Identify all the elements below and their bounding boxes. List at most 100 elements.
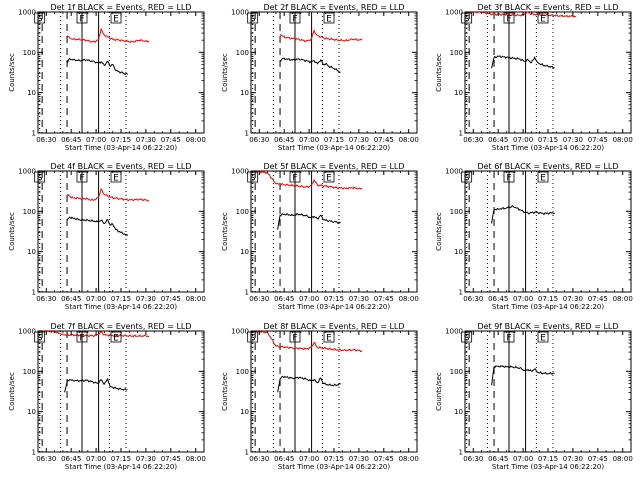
- y-tick-label: 1: [32, 449, 36, 457]
- x-axis-label: Start Time (03-Apr-14 06:22:20): [278, 144, 390, 152]
- x-tick-label: 08:00: [186, 295, 206, 303]
- start-marker-box: [461, 171, 473, 183]
- x-tick-label: 07:00: [299, 136, 319, 144]
- y-tick-label: 1: [245, 130, 249, 138]
- x-tick-label: 07:15: [324, 455, 344, 463]
- y-axis-label: Counts/sec: [221, 372, 229, 411]
- x-axis-label: Start Time (03-Apr-14 06:22:20): [278, 303, 390, 311]
- flare-marker-box: [503, 12, 515, 24]
- flare-marker-box: [503, 331, 515, 343]
- flare-marker-box: [289, 331, 301, 343]
- x-tick-label: 06:30: [463, 136, 483, 144]
- events-series-line: [491, 55, 555, 69]
- panel-title: Det 3f BLACK = Events, RED = LLD: [477, 3, 618, 12]
- x-tick-label: 06:45: [274, 295, 294, 303]
- y-tick-label: 1000: [445, 328, 463, 336]
- x-axis-label: Start Time (03-Apr-14 06:22:20): [278, 463, 390, 471]
- events-series-line: [277, 375, 341, 393]
- x-tick-label: 07:00: [513, 136, 533, 144]
- flare-marker-label: F: [506, 334, 511, 344]
- plot-frame: [464, 330, 632, 453]
- end-marker-box: [537, 331, 549, 343]
- end-marker-box: [323, 12, 335, 24]
- panel-title: Det 6f BLACK = Events, RED = LLD: [477, 162, 618, 171]
- start-marker-label: S: [250, 334, 256, 344]
- lld-series-line: [252, 331, 363, 353]
- x-tick-label: 07:00: [299, 455, 319, 463]
- panel-9: Det 9f BLACK = Events, RED = LLD 1 10 100 10…: [435, 322, 633, 471]
- panel-title: Det 9f BLACK = Events, RED = LLD: [477, 322, 618, 331]
- y-tick-label: 1000: [231, 9, 249, 17]
- x-tick-label: 07:45: [588, 136, 608, 144]
- start-marker-box: [34, 171, 46, 183]
- start-marker-box: [461, 12, 473, 24]
- flare-marker-label: F: [79, 15, 84, 25]
- plot-frame: [464, 170, 632, 293]
- x-tick-label: 06:30: [36, 136, 56, 144]
- x-tick-label: 07:30: [349, 295, 369, 303]
- lld-series-line: [466, 12, 577, 18]
- panel-2: Det 2f BLACK = Events, RED = LLD 1 10 100 10…: [221, 3, 419, 152]
- start-marker-box: [247, 331, 259, 343]
- lld-series-line: [66, 27, 150, 44]
- x-tick-label: 06:45: [61, 136, 81, 144]
- x-tick-label: 08:00: [399, 136, 419, 144]
- events-series-line: [491, 205, 555, 224]
- y-tick-label: 1000: [231, 168, 249, 176]
- x-tick-label: 07:45: [588, 455, 608, 463]
- y-tick-label: 1: [459, 130, 463, 138]
- start-marker-label: S: [250, 15, 256, 25]
- lld-series-line: [39, 331, 150, 338]
- start-marker-label: S: [464, 15, 470, 25]
- start-marker-box: [461, 331, 473, 343]
- start-marker-box: [34, 331, 46, 343]
- y-tick-label: 100: [23, 49, 36, 57]
- flare-marker-label: F: [79, 174, 84, 184]
- plot-frame: [250, 170, 418, 293]
- x-tick-label: 07:00: [299, 295, 319, 303]
- flare-marker-label: F: [506, 174, 511, 184]
- y-tick-label: 100: [450, 368, 463, 376]
- end-marker-box: [110, 331, 122, 343]
- x-tick-label: 06:30: [249, 136, 269, 144]
- x-tick-label: 06:30: [36, 295, 56, 303]
- flare-marker-label: F: [506, 15, 511, 25]
- panel-8: Det 8f BLACK = Events, RED = LLD 1 10 100 10…: [221, 322, 419, 471]
- x-tick-label: 07:45: [161, 136, 181, 144]
- x-tick-label: 07:00: [513, 295, 533, 303]
- lld-series-line: [67, 187, 150, 202]
- x-axis-label: Start Time (03-Apr-14 06:22:20): [65, 144, 177, 152]
- end-marker-box: [537, 171, 549, 183]
- events-series-line: [64, 377, 128, 393]
- x-tick-label: 07:15: [538, 295, 558, 303]
- plot-frame: [37, 330, 205, 453]
- plot-data: [39, 12, 150, 133]
- plot-data: [39, 331, 150, 452]
- x-tick-label: 06:45: [488, 455, 508, 463]
- y-axis-label: Counts/sec: [8, 372, 16, 411]
- start-marker-label: S: [37, 174, 43, 184]
- start-marker-box: [247, 171, 259, 183]
- y-tick-label: 10: [454, 408, 463, 416]
- y-axis-label: Counts/sec: [435, 53, 443, 92]
- lld-series-line: [252, 171, 363, 190]
- y-tick-label: 1: [459, 449, 463, 457]
- x-tick-label: 07:15: [538, 136, 558, 144]
- events-series-line: [66, 57, 128, 76]
- start-marker-label: S: [464, 174, 470, 184]
- end-marker-box: [323, 171, 335, 183]
- y-tick-label: 10: [27, 248, 36, 256]
- x-tick-label: 06:30: [249, 295, 269, 303]
- x-axis-label: Start Time (03-Apr-14 06:22:20): [65, 303, 177, 311]
- x-tick-label: 06:45: [274, 455, 294, 463]
- x-tick-label: 07:30: [136, 136, 156, 144]
- x-tick-label: 06:45: [274, 136, 294, 144]
- y-tick-label: 10: [27, 408, 36, 416]
- x-tick-label: 08:00: [613, 136, 633, 144]
- y-tick-label: 1: [245, 289, 249, 297]
- end-marker-label: E: [326, 174, 332, 184]
- plot-data: [466, 331, 555, 452]
- x-tick-label: 08:00: [399, 455, 419, 463]
- y-axis-label: Counts/sec: [221, 53, 229, 92]
- x-axis-label: Start Time (03-Apr-14 06:22:20): [492, 144, 604, 152]
